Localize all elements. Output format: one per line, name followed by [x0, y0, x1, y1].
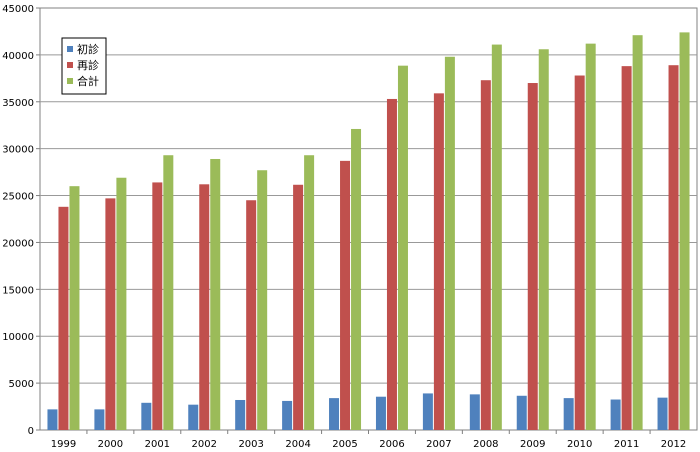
bar-3: [585, 43, 596, 430]
x-tick-label: 1999: [51, 439, 76, 450]
y-tick-label: 20000: [2, 238, 34, 249]
bar-1: [610, 399, 621, 430]
y-tick-label: 10000: [2, 332, 34, 343]
y-tick-label: 30000: [2, 145, 34, 156]
plot-area: [39, 7, 698, 431]
bar-3: [69, 186, 80, 430]
bar-1: [329, 398, 340, 430]
x-tick-label: 2003: [238, 439, 263, 450]
bars: [47, 32, 690, 431]
bar-1: [422, 393, 433, 430]
y-tick-label: 15000: [2, 285, 34, 296]
gridlines: [40, 54, 697, 384]
bar-2: [386, 98, 397, 430]
bar-3: [538, 49, 549, 431]
y-tick-label: 40000: [2, 51, 34, 62]
x-tick-label: 2005: [332, 439, 357, 450]
bar-3: [304, 155, 315, 430]
x-tick-label: 2001: [145, 439, 170, 450]
y-tick-label: 45000: [2, 4, 34, 15]
x-tick-label: 2000: [98, 439, 123, 450]
legend-swatch: [67, 62, 73, 68]
bar-2: [58, 206, 69, 430]
y-tick-label: 5000: [9, 379, 34, 390]
bar-3: [444, 56, 455, 431]
bar-1: [282, 400, 293, 430]
bar-1: [657, 397, 668, 430]
bar-1: [47, 409, 58, 430]
y-tick-label: 0: [28, 426, 34, 437]
x-tick-label: 2012: [661, 439, 686, 450]
bar-2: [340, 160, 351, 430]
legend-label: 初診: [77, 42, 99, 56]
bar-1: [235, 399, 246, 430]
x-tick-label: 2002: [192, 439, 217, 450]
bar-2: [668, 65, 679, 431]
legend-label: 合計: [77, 74, 99, 88]
bar-1: [516, 395, 527, 430]
x-tick-label: 2004: [285, 439, 310, 450]
x-tick-label: 2006: [379, 439, 404, 450]
legend-swatch: [67, 78, 73, 84]
bar-1: [94, 409, 105, 430]
y-tick-label: 35000: [2, 98, 34, 109]
bar-2: [152, 182, 163, 430]
y-tick-label: 25000: [2, 192, 34, 203]
x-tick-label: 2010: [567, 439, 592, 450]
x-axis: 1999 2000 2001 2002 2003 2004 2005 2006 2007 2008…: [51, 430, 686, 450]
bar-1: [188, 404, 199, 430]
bar-1: [375, 396, 386, 430]
bar-3: [116, 177, 127, 430]
bar-2: [621, 66, 632, 431]
bar-1: [563, 398, 574, 430]
bar-2: [246, 200, 257, 430]
bar-2: [105, 198, 116, 430]
x-tick-label: 2008: [473, 439, 498, 450]
bar-1: [469, 394, 480, 430]
x-tick-label: 2007: [426, 439, 451, 450]
bar-3: [210, 158, 221, 430]
bar-2: [199, 184, 210, 430]
bar-3: [163, 155, 174, 430]
bar-1: [141, 402, 152, 430]
bar-3: [679, 32, 690, 430]
bar-2: [293, 184, 304, 430]
bar-3: [632, 35, 643, 430]
bar-2: [574, 75, 585, 431]
bar-3: [257, 170, 268, 431]
bar-2: [480, 80, 491, 430]
legend-label: 再診: [77, 58, 99, 72]
bar-3: [397, 65, 408, 430]
bar-3: [351, 128, 362, 430]
x-tick-label: 2009: [520, 439, 545, 450]
bar-3: [491, 44, 502, 430]
x-tick-label: 2011: [614, 439, 639, 450]
y-axis: 0 5000 10000 15000 20000 25000 30000 35000 40000…: [2, 4, 40, 437]
bar-2: [433, 93, 444, 431]
bar-2: [527, 83, 538, 431]
legend-swatch: [67, 46, 73, 52]
